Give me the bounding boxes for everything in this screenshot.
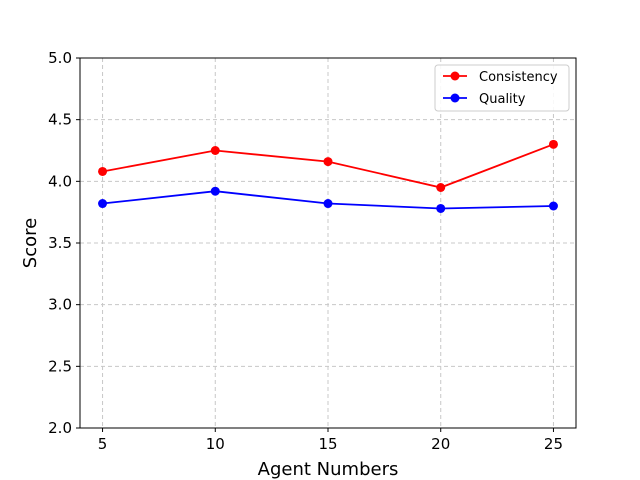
data-point-quality (323, 199, 333, 209)
data-point-consistency (323, 157, 333, 167)
data-point-consistency (210, 146, 220, 155)
data-point-quality (98, 199, 108, 209)
y-tick-label: 4.0 (48, 172, 72, 190)
axis-ticks: 5 10 15 20 25 2.0 2.5 3.0 3.5 4.0 4.5 5.0 (48, 49, 563, 453)
data-point-quality (548, 201, 558, 211)
data-point-consistency (548, 139, 558, 149)
legend-label-quality: Quality (479, 92, 526, 107)
y-tick-label: 5.0 (48, 49, 72, 67)
legend-label-consistency: Consistency (479, 70, 558, 85)
data-point-quality (436, 203, 446, 213)
x-tick-label: 25 (544, 435, 563, 453)
y-tick-label: 3.0 (48, 296, 72, 314)
x-tick-label: 20 (431, 435, 450, 453)
x-tick-label: 5 (98, 435, 108, 453)
y-tick-label: 3.5 (48, 234, 72, 252)
legend-box (434, 64, 570, 112)
x-tick-label: 15 (318, 435, 337, 453)
y-tick-label: 2.0 (48, 419, 72, 437)
y-tick-label: 4.5 (48, 111, 72, 129)
data-point-quality (210, 186, 220, 196)
data-point-consistency (98, 166, 108, 176)
legend: Consistency Quality (434, 64, 570, 112)
series-group (98, 139, 558, 213)
y-axis-label: Score (20, 218, 41, 268)
grid-lines (80, 57, 576, 429)
y-tick-label: 2.5 (48, 357, 72, 375)
data-point-consistency (436, 183, 446, 192)
x-tick-label: 10 (206, 435, 225, 453)
plot-frame (79, 57, 577, 429)
legend-marker-quality (450, 93, 460, 103)
x-axis-label: Agent Numbers (258, 459, 399, 480)
legend-marker-consistency (450, 71, 460, 81)
